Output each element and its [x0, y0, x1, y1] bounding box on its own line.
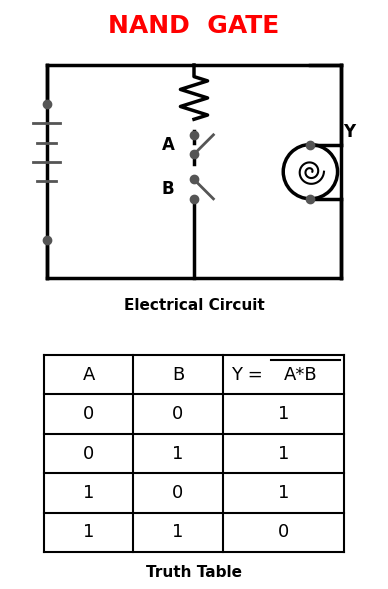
Text: NAND  GATE: NAND GATE — [108, 14, 280, 38]
Text: 1: 1 — [277, 405, 289, 423]
Text: 0: 0 — [83, 445, 94, 462]
Text: 1: 1 — [277, 484, 289, 502]
Text: 0: 0 — [278, 523, 289, 541]
Text: A: A — [162, 135, 175, 154]
Text: Y: Y — [343, 123, 355, 141]
Text: 1: 1 — [83, 484, 94, 502]
Text: 0: 0 — [172, 405, 184, 423]
Text: 1: 1 — [83, 523, 94, 541]
Text: B: B — [162, 180, 175, 198]
Text: A*B: A*B — [284, 366, 318, 384]
Text: Electrical Circuit: Electrical Circuit — [124, 298, 264, 313]
Text: Y =: Y = — [232, 366, 269, 384]
Text: 1: 1 — [277, 445, 289, 462]
Text: 0: 0 — [172, 484, 184, 502]
Text: 0: 0 — [83, 405, 94, 423]
Text: 1: 1 — [172, 523, 184, 541]
Text: Truth Table: Truth Table — [146, 565, 242, 580]
Text: A: A — [83, 366, 95, 384]
Text: 1: 1 — [172, 445, 184, 462]
Text: B: B — [172, 366, 184, 384]
